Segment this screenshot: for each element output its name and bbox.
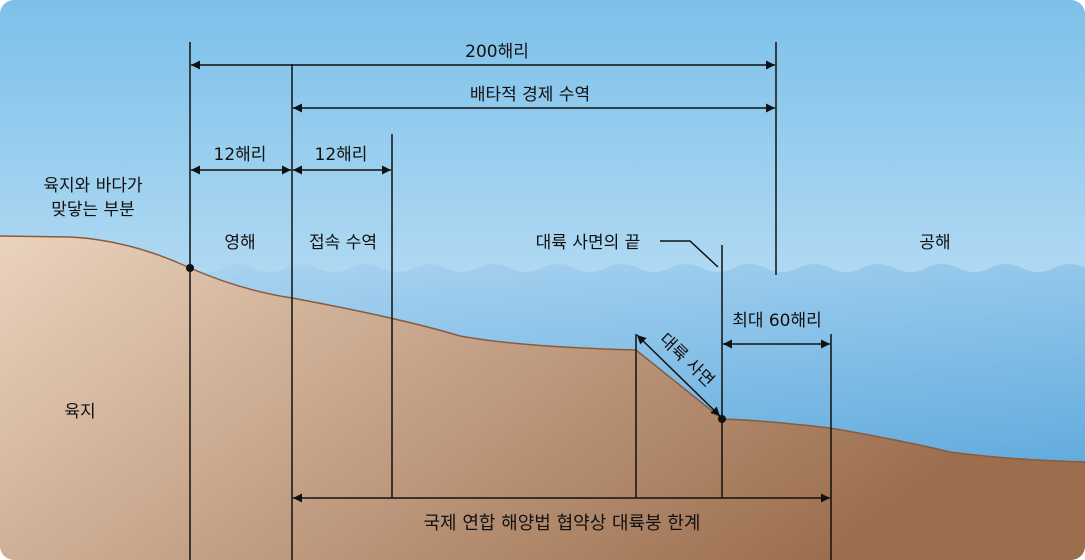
arrow-slope <box>636 334 721 417</box>
coastline <box>0 235 1085 463</box>
reference-lines <box>189 42 832 560</box>
label-high-seas: 공해 <box>919 233 950 253</box>
slope-end-point <box>718 415 726 423</box>
label-eez: 배타적 경제 수역 <box>470 85 590 105</box>
label-200nm: 200해리 <box>465 42 529 62</box>
land <box>0 236 1085 560</box>
label-contiguous-12: 12해리 <box>315 145 368 165</box>
label-slope-end: 대륙 사면의 끝 <box>536 233 641 253</box>
label-territorial-12: 12해리 <box>214 145 267 165</box>
label-max60: 최대 60해리 <box>732 311 822 331</box>
baseline-point <box>186 264 194 272</box>
label-territorial-sea: 영해 <box>224 233 255 253</box>
label-contiguous-zone: 접속 수역 <box>309 233 377 253</box>
leader-slope-end <box>660 240 719 268</box>
label-baseline-line1: 육지와 바다가 <box>43 176 143 196</box>
label-shelf-limit: 국제 연합 해양법 협약상 대륙붕 한계 <box>423 513 700 534</box>
label-land: 육지 <box>64 402 95 422</box>
label-baseline-line2: 맞닿는 부분 <box>51 200 135 220</box>
